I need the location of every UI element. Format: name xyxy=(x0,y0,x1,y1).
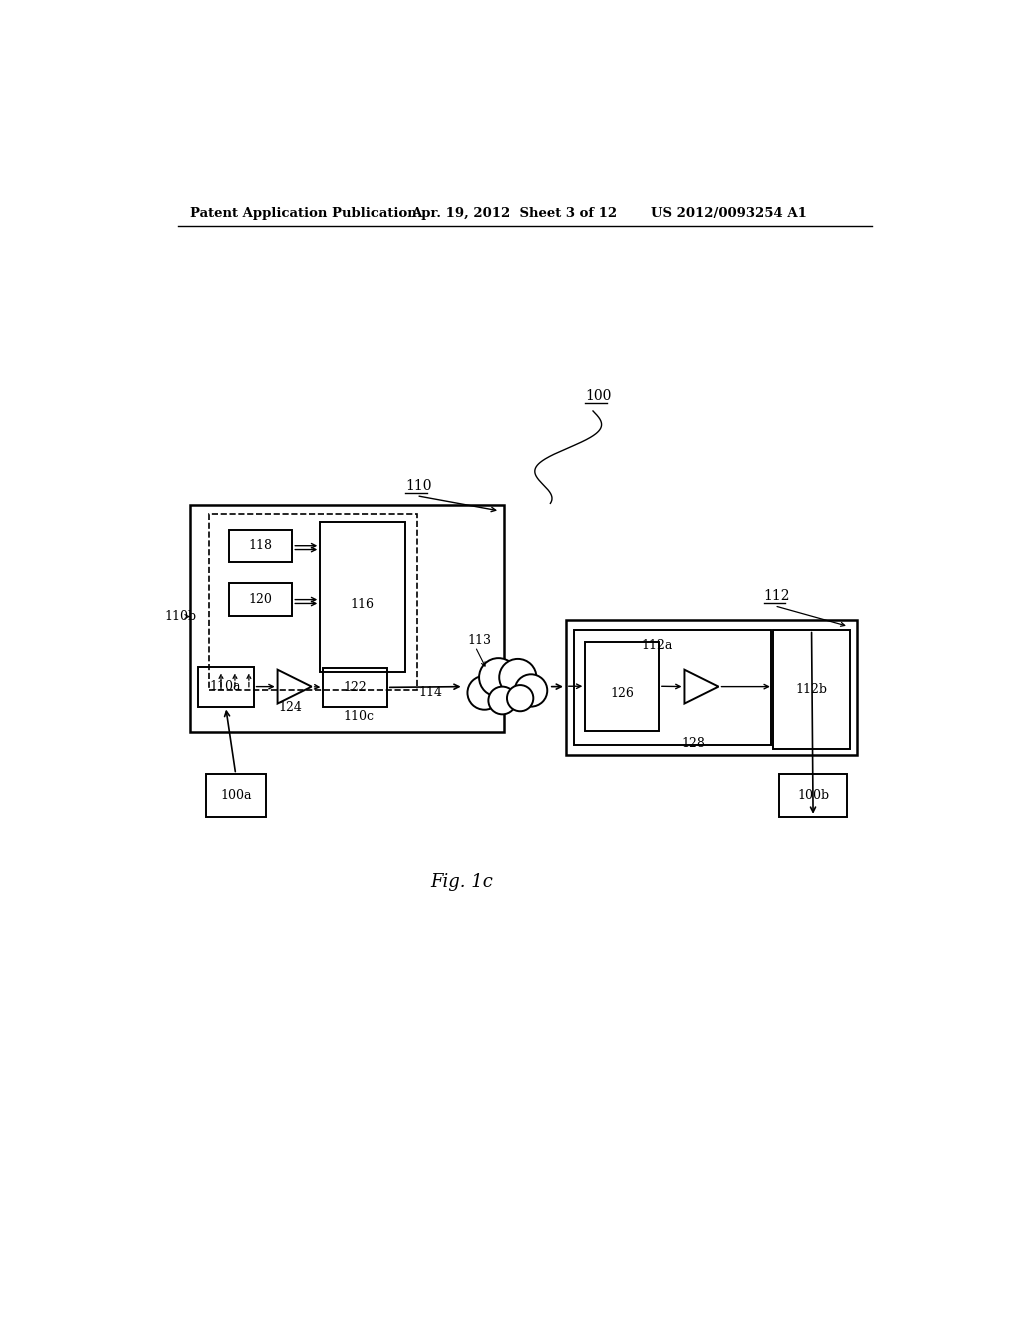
Text: 114: 114 xyxy=(419,686,442,698)
Text: Patent Application Publication: Patent Application Publication xyxy=(190,207,417,220)
Text: 112b: 112b xyxy=(796,682,827,696)
Bar xyxy=(566,620,856,755)
Bar xyxy=(779,775,847,817)
Text: 110c: 110c xyxy=(343,710,375,723)
Bar xyxy=(228,583,292,615)
Bar xyxy=(190,506,504,733)
Text: 122: 122 xyxy=(343,681,367,694)
Text: 110a: 110a xyxy=(210,680,242,693)
Text: Apr. 19, 2012  Sheet 3 of 12: Apr. 19, 2012 Sheet 3 of 12 xyxy=(411,207,617,220)
Bar xyxy=(773,630,850,748)
Text: 112: 112 xyxy=(764,590,790,603)
Text: Fig. 1c: Fig. 1c xyxy=(430,874,493,891)
Circle shape xyxy=(467,676,502,710)
Bar xyxy=(321,521,406,672)
Circle shape xyxy=(479,659,518,697)
Text: 116: 116 xyxy=(351,598,375,611)
Text: 120: 120 xyxy=(249,593,272,606)
Text: 100b: 100b xyxy=(797,789,829,803)
Circle shape xyxy=(507,685,534,711)
Circle shape xyxy=(500,659,537,696)
Text: 113: 113 xyxy=(467,634,492,647)
Text: 118: 118 xyxy=(249,539,272,552)
Bar xyxy=(209,515,417,689)
Text: 126: 126 xyxy=(610,688,634,701)
Text: 124: 124 xyxy=(279,701,303,714)
Bar xyxy=(324,668,387,706)
Text: 110b: 110b xyxy=(165,610,197,623)
Bar xyxy=(206,775,266,817)
Text: 110: 110 xyxy=(406,479,432,494)
Bar xyxy=(198,667,254,706)
Circle shape xyxy=(515,675,547,706)
Text: 112a: 112a xyxy=(641,639,673,652)
Bar xyxy=(228,529,292,562)
Text: US 2012/0093254 A1: US 2012/0093254 A1 xyxy=(651,207,807,220)
Circle shape xyxy=(488,686,516,714)
Text: 128: 128 xyxy=(682,737,706,750)
Bar xyxy=(573,630,771,744)
Text: 100a: 100a xyxy=(220,789,252,803)
Text: 100: 100 xyxy=(586,389,611,404)
Bar xyxy=(586,642,658,730)
